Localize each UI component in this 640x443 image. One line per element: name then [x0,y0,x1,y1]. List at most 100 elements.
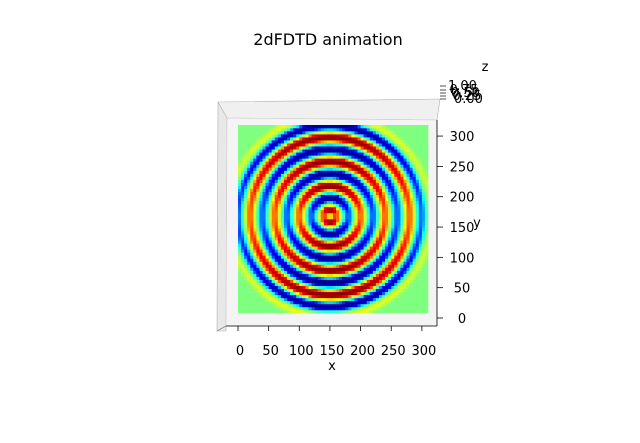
surface-cell [342,183,345,186]
surface-cell [281,195,284,198]
surface-cell [308,134,311,137]
surface-cell [382,158,385,161]
surface-cell [394,307,397,310]
surface-cell [293,240,296,243]
surface-cell [253,128,256,131]
surface-cell [416,177,419,180]
surface-cell [422,298,425,301]
surface-cell [379,292,382,295]
surface-cell [284,198,287,201]
surface-cell [250,195,253,198]
surface-cell [413,192,416,195]
surface-cell [284,286,287,289]
surface-cell [339,286,342,289]
surface-cell [272,143,275,146]
surface-cell [318,134,321,137]
surface-cell [354,137,357,140]
surface-cell [284,304,287,307]
surface-cell [287,155,290,158]
surface-cell [373,207,376,210]
surface-cell [318,201,321,204]
surface-cell [281,298,284,301]
surface-cell [293,204,296,207]
surface-cell [259,155,262,158]
surface-cell [391,289,394,292]
surface-cell [370,301,373,304]
surface-cell [370,292,373,295]
surface-cell [400,246,403,249]
surface-cell [284,158,287,161]
surface-cell [419,137,422,140]
surface-cell [358,219,361,222]
surface-cell [284,292,287,295]
surface-cell [403,189,406,192]
surface-cell [379,140,382,143]
surface-cell [385,298,388,301]
surface-cell [403,186,406,189]
surface-cell [400,161,403,164]
surface-cell [256,125,259,128]
surface-cell [425,255,428,258]
surface-cell [400,234,403,237]
surface-cell [275,192,278,195]
surface-cell [354,131,357,134]
surface-cell [342,216,345,219]
wave-surface [238,125,428,313]
surface-cell [253,183,256,186]
surface-cell [364,249,367,252]
surface-cell [364,261,367,264]
surface-cell [403,274,406,277]
surface-cell [382,252,385,255]
surface-cell [259,304,262,307]
surface-cell [269,143,272,146]
surface-cell [256,307,259,310]
surface-cell [284,134,287,137]
surface-cell [308,164,311,167]
surface-cell [315,240,318,243]
surface-cell [247,167,250,170]
surface-cell [367,228,370,231]
surface-cell [358,222,361,225]
surface-cell [324,216,327,219]
surface-cell [321,146,324,149]
surface-cell [296,204,299,207]
surface-cell [416,295,419,298]
surface-cell [403,292,406,295]
surface-cell [299,146,302,149]
surface-cell [327,289,330,292]
surface-cell [416,210,419,213]
surface-cell [400,298,403,301]
surface-cell [312,189,315,192]
surface-cell [315,207,318,210]
surface-cell [394,246,397,249]
surface-cell [361,277,364,280]
surface-cell [327,246,330,249]
surface-cell [416,207,419,210]
surface-cell [348,161,351,164]
surface-cell [305,252,308,255]
surface-cell [327,213,330,216]
surface-cell [397,146,400,149]
surface-cell [256,198,259,201]
surface-cell [403,143,406,146]
surface-cell [364,146,367,149]
surface-cell [296,152,299,155]
surface-cell [308,167,311,170]
surface-cell [241,243,244,246]
surface-cell [403,149,406,152]
surface-cell [259,131,262,134]
surface-cell [413,292,416,295]
surface-cell [266,137,269,140]
surface-cell [290,125,293,128]
surface-cell [373,286,376,289]
surface-cell [256,174,259,177]
surface-cell [403,140,406,143]
surface-cell [339,134,342,137]
surface-cell [333,146,336,149]
surface-cell [253,164,256,167]
surface-cell [241,204,244,207]
surface-cell [382,152,385,155]
surface-cell [358,274,361,277]
surface-cell [410,183,413,186]
surface-cell [293,189,296,192]
